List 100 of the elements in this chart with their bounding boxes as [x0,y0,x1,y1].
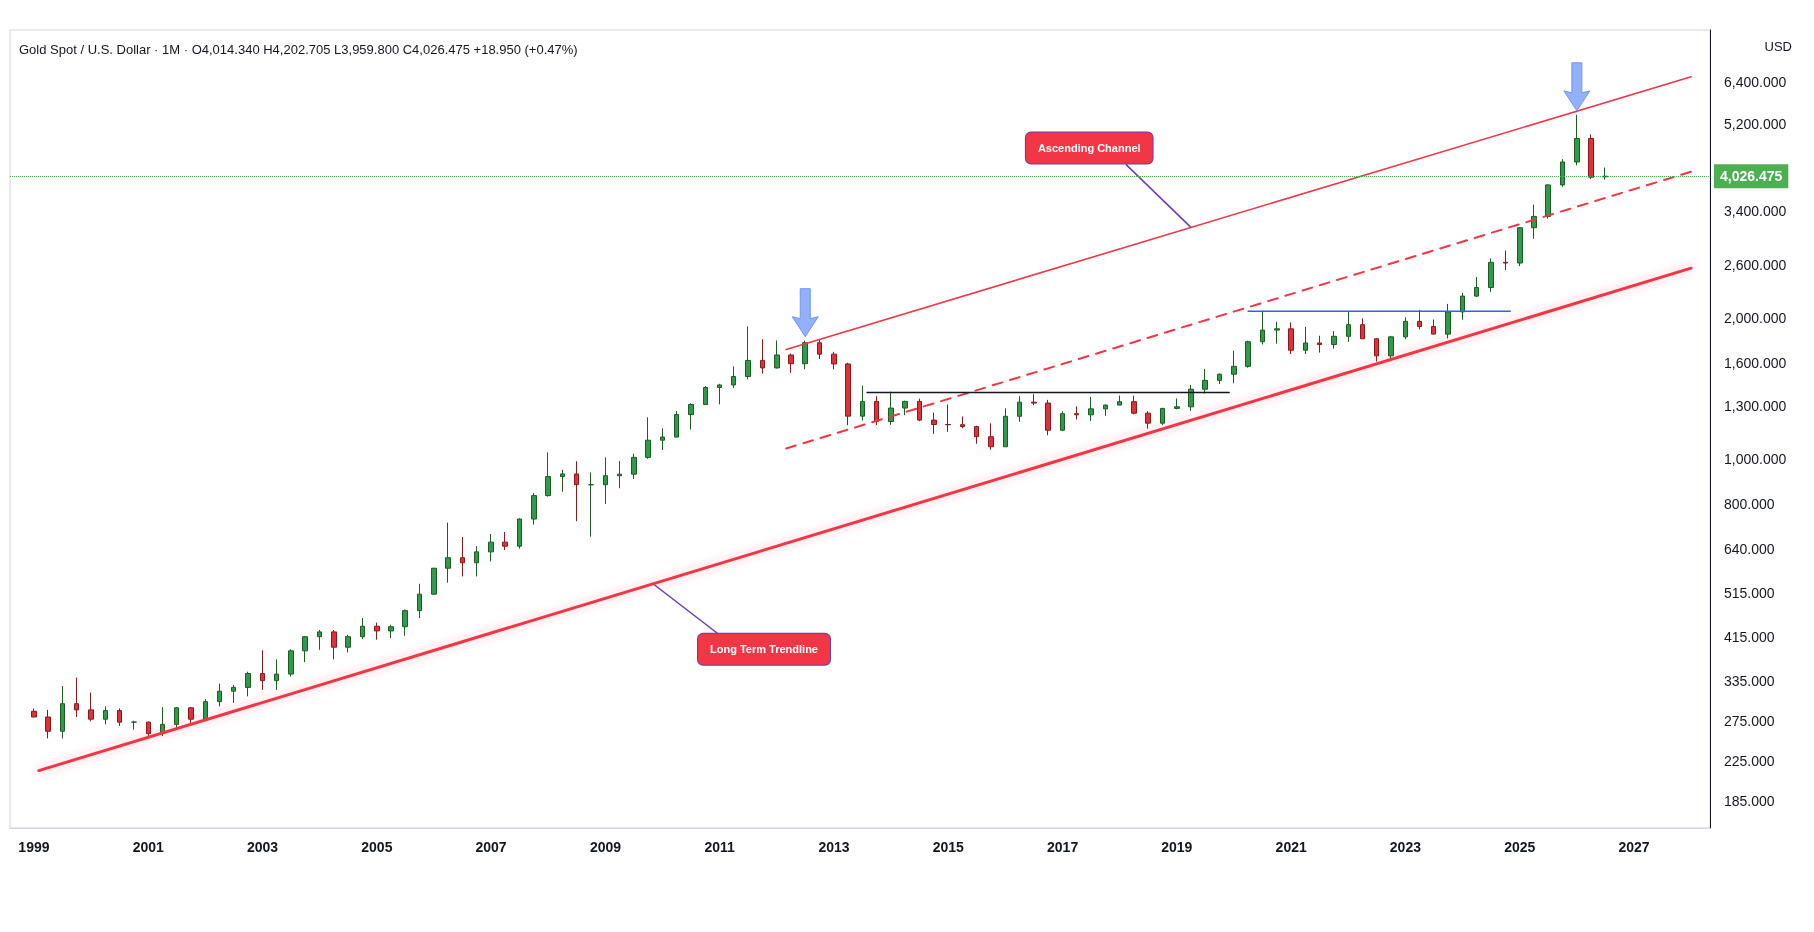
candlestick [917,398,922,422]
candlestick [674,410,679,438]
candlestick [1103,403,1108,417]
candlestick [45,709,51,739]
candlestick [388,624,394,639]
candlestick [974,425,979,445]
candlestick [1117,395,1122,406]
y-tick-label: 515.000 [1724,585,1775,602]
candlestick [188,706,194,725]
candlestick [1445,303,1451,339]
candlestick [1060,410,1065,432]
candlestick [74,677,79,718]
candlestick [1488,257,1494,293]
candlestick [474,545,479,577]
candlestick [660,427,665,451]
candlestick [217,683,222,707]
candlestick [1517,226,1523,267]
candlestick [860,385,865,421]
x-tick-label: 2017 [1047,839,1079,855]
text: Gold Spot / U.S. Dollar · 1M · O4,014.340 H4,202.705 L3,959.800 C4,026.475 +18.950 (+0.47%) [19,42,578,57]
x-tick-label: 2011 [704,839,736,855]
x-tick-label: 2021 [1275,839,1307,855]
candlestick [1360,317,1365,340]
candlestick [360,617,365,640]
candlestick [1260,310,1265,345]
x-tick-label: 1999 [18,839,50,855]
candlestick [1074,405,1079,420]
candlestick [131,720,137,731]
candlestick [874,395,879,426]
candlestick [1274,321,1280,345]
annotation: Ascending Channel [1037,141,1141,154]
candlestick [317,629,322,651]
x-tick-label: 2009 [589,839,622,855]
candlestick [717,383,722,405]
x-tick-label: 2013 [818,839,850,855]
candlestick [103,705,108,725]
text: USD [1764,39,1793,54]
y-tick-label: 800.000 [1724,496,1775,513]
candlestick [1017,395,1022,423]
candlestick [902,400,908,416]
candlestick [174,706,179,729]
candlestick [1288,321,1294,355]
candlestick [1217,372,1222,385]
candlestick [603,456,608,505]
candlestick [1560,158,1565,188]
candlestick [817,339,822,360]
y-tick-label: 1,000.000 [1724,450,1787,467]
candlestick [988,422,994,451]
candlestick [445,522,451,584]
candlestick [1174,398,1180,410]
candlestick [1160,407,1165,426]
candlestick [231,684,236,704]
candlestick [146,720,151,737]
annotation: Long Term Trendline [710,643,818,656]
y-tick-label: 2,000.000 [1724,310,1787,327]
candlestick [1588,133,1594,180]
candlestick [745,325,751,380]
ref-line-label: 4,026.475 [1720,168,1783,185]
candlestick [831,351,837,370]
candlestick [802,340,808,370]
x-tick-label: 2007 [475,839,507,855]
candlestick [245,671,251,697]
candlestick [617,460,622,489]
candlestick [1045,399,1051,436]
candlestick [260,649,265,691]
candlestick [1202,368,1208,394]
candlestick [274,658,279,691]
x-tick-label: 2003 [246,839,279,855]
candlestick [1431,319,1436,335]
candlestick [374,622,380,641]
candlestick [845,362,851,426]
candlestick [203,698,208,720]
candlestick [531,492,537,526]
candlestick [760,338,765,375]
y-tick-label: 415.000 [1724,629,1775,646]
x-tick-label: 2027 [1618,839,1650,855]
candlestick [631,453,637,480]
x-tick-label: 2015 [932,839,965,855]
candlestick [1245,340,1251,369]
y-tick-label: 640.000 [1724,541,1775,558]
y-tick-label: 5,200.000 [1724,116,1787,133]
candlestick [1188,384,1194,412]
candlestick [1131,395,1137,415]
candlestick [1003,407,1008,448]
candlestick [502,531,508,551]
candlestick [703,385,708,406]
x-tick-label: 2019 [1161,839,1193,855]
candlestick [1574,114,1580,166]
candlestick [731,365,736,389]
y-tick-label: 1,600.000 [1724,355,1787,372]
candlestick [31,707,37,718]
y-tick-label: 225.000 [1724,753,1775,770]
candlestick [302,635,308,663]
candlestick [1545,183,1551,220]
candlestick [788,353,794,374]
candlestick [945,403,951,433]
x-tick-label: 2023 [1389,839,1422,855]
candlestick [960,415,965,429]
candlestick [931,412,937,435]
candlestick [645,416,651,460]
